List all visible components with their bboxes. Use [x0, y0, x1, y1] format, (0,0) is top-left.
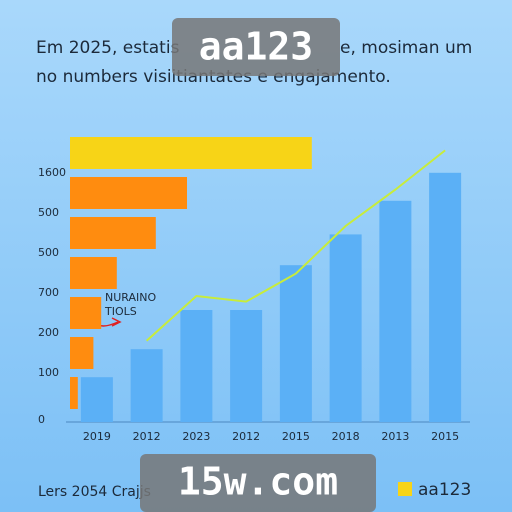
title-part: Em 2025, estatis	[36, 38, 180, 58]
watermark: aa123	[199, 25, 313, 69]
x-tick-label: 2013	[381, 430, 409, 443]
bar	[429, 172, 462, 422]
y-label: 200	[38, 326, 59, 339]
y-label: 500	[38, 246, 59, 259]
x-tick-label: 2012	[133, 430, 161, 443]
x-tick-label: 2015	[282, 430, 310, 443]
h-bar	[70, 217, 156, 249]
footer: Lers 2054 Crajjs	[38, 484, 151, 500]
h-bar	[70, 337, 94, 369]
bar	[180, 310, 213, 422]
bar	[80, 377, 113, 422]
watermark: 15w.com	[178, 460, 338, 504]
annotation-arrow-head	[111, 317, 122, 327]
y-label: 0	[38, 413, 45, 426]
annotation: NURAINO	[105, 291, 156, 304]
line	[145, 149, 446, 342]
legend-swatch	[398, 482, 412, 496]
bar	[379, 200, 412, 422]
h-bar	[70, 177, 187, 209]
x-tick-label: 2015	[431, 430, 459, 443]
y-label: 1600	[38, 166, 66, 179]
x-tick-label: 2012	[232, 430, 260, 443]
legend-label: aa123	[418, 480, 471, 500]
x-tick-label: 2018	[332, 430, 360, 443]
annotation: TIOLS	[104, 305, 137, 318]
x-tick-label: 2023	[182, 430, 210, 443]
h-bar	[70, 377, 78, 409]
x-tick-label: 2019	[83, 430, 111, 443]
h-bar	[70, 297, 102, 329]
watermark-box	[140, 454, 376, 512]
marks: 1600 500 500 700 200 100 0 2019 2012 2023 2012 2015…	[38, 137, 462, 443]
h-bar	[70, 137, 312, 169]
bar	[230, 310, 263, 422]
y-label: 100	[38, 366, 59, 379]
bar	[329, 234, 362, 422]
watermark-box	[172, 18, 340, 76]
y-label: 700	[38, 286, 59, 299]
bar	[130, 349, 163, 422]
title-part: e, mosiman um	[340, 38, 472, 58]
y-label: 500	[38, 206, 59, 219]
bar	[279, 265, 312, 422]
h-bar	[70, 257, 117, 289]
